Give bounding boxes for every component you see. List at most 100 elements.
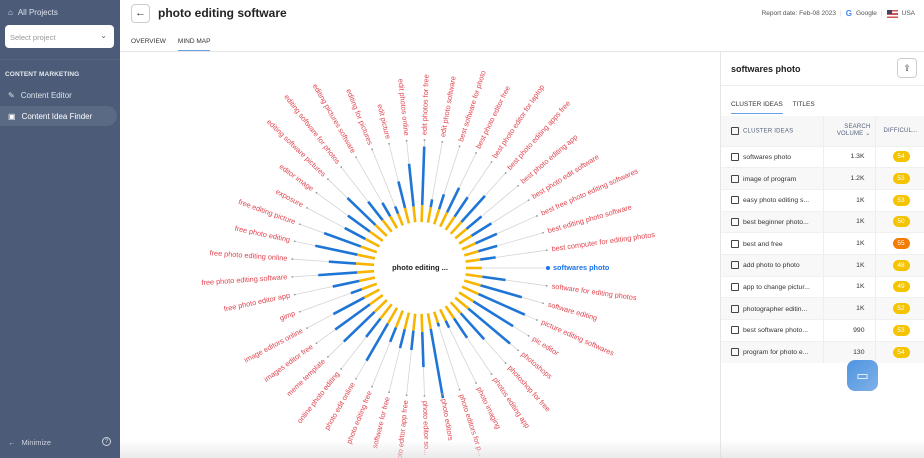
connector-line	[316, 329, 336, 344]
row-checkbox[interactable]	[731, 217, 739, 226]
table-row[interactable]: best beginner photo... 1K 50	[721, 210, 924, 233]
mind-map-center-label[interactable]: photo editing ...	[392, 263, 448, 272]
table-row[interactable]: add photo to photo 1K 48	[721, 253, 924, 277]
row-checkbox[interactable]	[731, 261, 739, 270]
mind-map-node-label[interactable]: free photo editing software	[201, 272, 287, 287]
volume-bar	[328, 260, 357, 265]
volume-bar	[347, 214, 371, 233]
tab-cluster-ideas[interactable]: CLUSTER IDEAS	[731, 101, 783, 114]
volume-bar	[332, 296, 365, 316]
mind-map-node-label[interactable]: software editing	[547, 300, 599, 323]
table-row[interactable]: best and free 1K 55	[721, 232, 924, 255]
tab-titles[interactable]: TITLES	[792, 101, 815, 108]
difficulty-cell: 48	[875, 253, 924, 277]
difficulty-bar	[465, 273, 483, 279]
mind-map-node-label[interactable]: photo editors	[439, 398, 455, 441]
select-all-checkbox[interactable]	[731, 126, 739, 135]
tab-mind-map[interactable]: MIND MAP	[177, 38, 211, 51]
volume-cell: 1K	[823, 253, 876, 277]
back-button[interactable]: ←	[131, 4, 150, 23]
row-checkbox[interactable]	[731, 152, 739, 161]
tab-overview[interactable]: OVERVIEW	[131, 38, 166, 45]
node-dot	[355, 377, 357, 380]
mind-map-node-label[interactable]: edit photo software	[438, 75, 458, 137]
connector-line	[388, 347, 401, 393]
mind-map-node-label[interactable]: gimp	[278, 309, 296, 323]
mind-map-node-label[interactable]: pic editor	[531, 334, 561, 358]
difficulty-badge: 50	[892, 216, 910, 228]
difficulty-bar	[360, 245, 378, 254]
node-dot	[490, 160, 493, 163]
mind-map-node-label[interactable]: softwares photo	[553, 263, 610, 272]
idea-cell: image of program	[721, 167, 824, 190]
table-row[interactable]: photographer editin... 1K 52	[721, 297, 924, 320]
mind-map-node-label[interactable]: edit photos online	[396, 78, 411, 136]
connector-line	[491, 199, 529, 224]
table-row[interactable]: best software photo... 990 53	[721, 319, 924, 342]
mind-map-node-label[interactable]: photo editor so...	[421, 401, 432, 456]
node-dot	[527, 334, 530, 337]
help-icon[interactable]: ?	[102, 437, 111, 446]
row-checkbox[interactable]	[731, 239, 739, 248]
mind-map-node-label[interactable]: software for editing photos	[551, 281, 637, 302]
difficulty-bar	[426, 206, 433, 223]
row-checkbox[interactable]	[731, 304, 739, 313]
mind-map-node-label[interactable]: free photo editor app	[223, 291, 291, 314]
sidebar-item-content-idea-finder[interactable]: ▣ Content Idea Finder	[0, 106, 117, 126]
connector-line	[505, 279, 547, 287]
difficulty-bar	[463, 279, 481, 287]
volume-bar	[482, 275, 506, 282]
chat-button[interactable]: ▭	[847, 360, 878, 391]
difficulty-bar	[458, 291, 475, 303]
column-header-difficulty[interactable]: DIFFICUL...	[875, 116, 924, 146]
difficulty-bar	[361, 282, 378, 291]
mind-map-node-label[interactable]: edit photos for free	[420, 74, 431, 135]
minimize-button[interactable]: ← Minimize	[8, 438, 52, 447]
difficulty-bar	[364, 237, 380, 248]
clipboard-icon: ▣	[8, 111, 16, 121]
project-select[interactable]: Select project ⌄	[5, 25, 114, 48]
table-row[interactable]: app to change pictur... 1K 49	[721, 275, 924, 298]
table-row[interactable]: image of program 1.2K 53	[721, 167, 924, 190]
connector-line	[292, 258, 329, 263]
node-dot	[291, 276, 294, 278]
row-checkbox[interactable]	[731, 348, 739, 357]
usa-flag-icon	[886, 9, 898, 18]
table-row[interactable]: program for photo e... 130 54	[721, 340, 924, 363]
page-title: photo editing software	[158, 6, 287, 20]
sidebar: ⌂ All Projects Select project ⌄ CONTENT MA…	[0, 0, 120, 458]
mind-map-node-label[interactable]: best computer for editing photos	[551, 230, 656, 253]
mind-map-node-label[interactable]: photo imaging	[475, 385, 503, 430]
export-button[interactable]: ⇪	[897, 58, 917, 78]
home-icon: ⌂	[8, 8, 13, 17]
panel-title: softwares photo	[731, 64, 801, 74]
volume-bar	[346, 196, 377, 226]
node-dot	[315, 191, 318, 194]
column-header-volume[interactable]: SEARCH VOLUME ⌄	[823, 116, 876, 146]
row-checkbox[interactable]	[731, 282, 739, 291]
connector-line	[496, 215, 538, 235]
difficulty-badge: 53	[892, 324, 910, 336]
mind-map-node-label[interactable]: editing software for photos	[282, 93, 342, 166]
table-row[interactable]: softwares photo 1.3K 54	[721, 145, 924, 168]
mind-map-node-label[interactable]: free photo editing	[234, 224, 291, 245]
difficulty-bar	[369, 230, 384, 243]
mind-map-node-label[interactable]: free photo editing online	[209, 248, 287, 262]
connector-line	[294, 286, 333, 296]
mind-map-node-label[interactable]: edit picture	[375, 103, 392, 140]
row-checkbox[interactable]	[731, 326, 739, 335]
row-checkbox[interactable]	[731, 196, 739, 205]
connector-line	[355, 360, 367, 380]
row-checkbox[interactable]	[731, 174, 739, 183]
connector-line	[438, 326, 460, 390]
all-projects-link[interactable]: ⌂ All Projects	[8, 8, 58, 17]
table-row[interactable]: easy photo editing s... 1K 53	[721, 188, 924, 212]
bottom-shadow	[120, 440, 924, 458]
node-dot	[504, 362, 507, 365]
mind-map-node-label[interactable]: exposure	[274, 187, 305, 209]
volume-bar	[467, 307, 511, 345]
google-icon: G	[845, 9, 852, 18]
node-dot	[517, 349, 519, 352]
sidebar-item-content-editor[interactable]: ✎ Content Editor	[8, 90, 72, 100]
mind-map-node-label[interactable]: editing software pictures	[265, 117, 328, 178]
